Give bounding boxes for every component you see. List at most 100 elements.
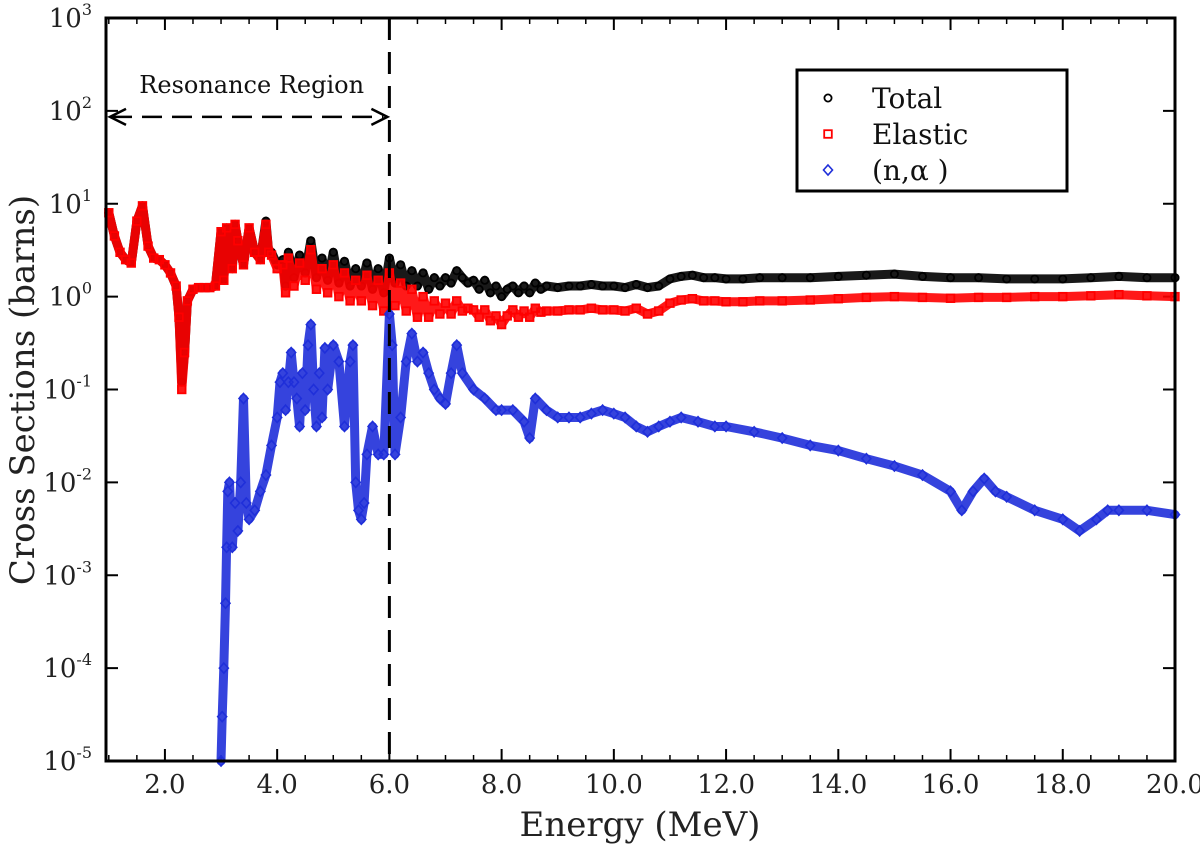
data-point xyxy=(418,291,428,302)
data-point xyxy=(299,403,311,417)
data-point xyxy=(132,216,142,226)
data-point xyxy=(497,292,507,302)
legend-label: Elastic xyxy=(872,118,968,151)
data-point xyxy=(687,293,698,304)
data-point xyxy=(631,303,641,313)
data-point xyxy=(199,282,209,293)
data-point xyxy=(115,247,125,258)
data-point xyxy=(491,311,501,321)
data-point xyxy=(411,355,424,368)
data-point xyxy=(676,295,686,305)
data-point xyxy=(1102,504,1114,517)
data-point xyxy=(574,411,586,424)
data-point xyxy=(631,280,641,290)
data-point xyxy=(367,300,378,311)
x-tick-label: 14.0 xyxy=(809,770,867,800)
data-point xyxy=(165,268,176,278)
data-point xyxy=(300,275,310,285)
data-point xyxy=(1002,274,1012,284)
data-point xyxy=(530,278,540,288)
data-point xyxy=(294,258,305,268)
data-point xyxy=(328,260,338,270)
data-point xyxy=(407,284,417,294)
data-point xyxy=(222,485,234,498)
y-tick-label: 103 xyxy=(49,0,92,34)
data-point xyxy=(468,305,479,315)
data-point xyxy=(417,346,429,359)
data-point xyxy=(777,273,787,283)
data-point xyxy=(699,273,709,283)
data-point xyxy=(137,201,148,211)
data-point xyxy=(327,338,339,352)
data-point xyxy=(738,297,748,307)
x-tick-label: 2.0 xyxy=(144,770,185,800)
data-point xyxy=(452,266,462,276)
data-point xyxy=(249,504,261,517)
data-point xyxy=(429,296,439,306)
data-point xyxy=(358,496,370,510)
data-point xyxy=(400,355,412,368)
data-point xyxy=(255,254,266,265)
data-point xyxy=(675,411,687,424)
data-point xyxy=(339,268,350,278)
data-point xyxy=(274,375,286,389)
data-point xyxy=(347,338,359,352)
data-point xyxy=(226,541,238,554)
data-point xyxy=(945,293,956,303)
data-point xyxy=(480,305,490,315)
data-point xyxy=(396,260,406,270)
data-point xyxy=(889,291,900,302)
data-point xyxy=(261,219,271,230)
data-point xyxy=(440,273,450,283)
data-point xyxy=(777,296,787,306)
y-tick-label: 102 xyxy=(49,93,92,127)
data-point xyxy=(860,452,872,465)
data-point xyxy=(467,383,480,396)
data-point xyxy=(334,291,344,302)
data-point xyxy=(485,316,496,326)
data-point xyxy=(182,296,193,306)
data-point xyxy=(434,392,446,405)
data-point xyxy=(445,366,457,380)
data-point xyxy=(474,312,484,322)
data-point xyxy=(317,253,327,263)
data-point xyxy=(373,275,383,285)
y-tick-label: 101 xyxy=(49,186,92,220)
data-point xyxy=(446,278,456,288)
data-point xyxy=(338,420,351,433)
data-point xyxy=(345,296,355,306)
data-point xyxy=(356,296,367,306)
y-tick-label: 10-1 xyxy=(43,372,92,406)
data-point xyxy=(1030,291,1040,302)
data-point xyxy=(1086,273,1096,283)
data-point xyxy=(264,247,274,258)
data-point xyxy=(553,283,563,293)
data-point xyxy=(564,281,574,291)
data-point xyxy=(456,366,468,380)
data-point xyxy=(563,411,575,424)
data-point xyxy=(619,411,631,424)
data-point xyxy=(160,260,170,270)
data-point xyxy=(126,258,136,268)
data-point xyxy=(407,266,417,276)
data-point xyxy=(1001,292,1012,303)
data-point xyxy=(271,411,283,424)
data-point xyxy=(474,284,484,294)
data-point xyxy=(502,311,512,321)
data-point xyxy=(861,270,871,280)
x-tick-label: 20.0 xyxy=(1146,770,1200,800)
data-point xyxy=(805,295,815,305)
data-point xyxy=(1058,291,1068,302)
data-point xyxy=(508,281,518,291)
data-point xyxy=(665,298,675,308)
data-point xyxy=(446,309,456,319)
data-point xyxy=(302,338,314,352)
data-point xyxy=(260,468,272,482)
data-point xyxy=(833,293,844,304)
data-point xyxy=(620,306,630,316)
data-point xyxy=(174,312,184,322)
x-tick-label: 8.0 xyxy=(481,770,522,800)
data-point xyxy=(1142,273,1152,283)
data-point xyxy=(536,307,546,317)
